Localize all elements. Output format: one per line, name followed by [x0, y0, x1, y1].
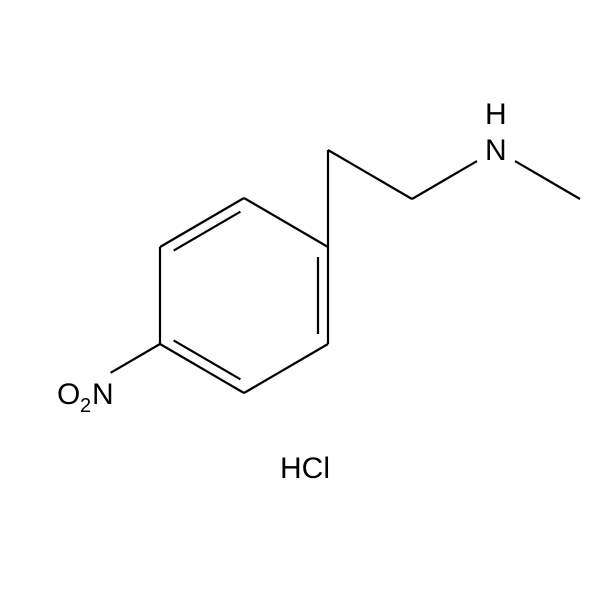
atom-label: N [485, 134, 507, 167]
atom-label: H [485, 98, 507, 131]
molecule-diagram: O2NHNHCl [0, 0, 600, 600]
atom-label: HCl [280, 452, 330, 485]
atom-label: O [57, 378, 80, 411]
atom-label: 2 [80, 395, 91, 417]
atom-label: N [92, 378, 114, 411]
